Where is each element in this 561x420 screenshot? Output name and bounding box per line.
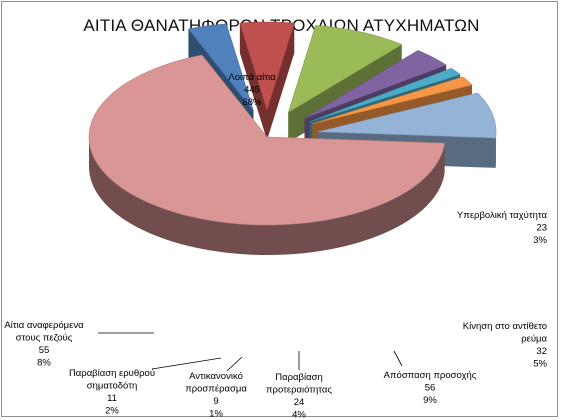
- pie-slice: [88, 54, 445, 256]
- slice-outer-wall: [88, 137, 445, 256]
- slice-top-face: [287, 25, 403, 114]
- slice-top-face: [309, 68, 461, 122]
- leader-line: [226, 356, 243, 372]
- data-label: Υπερβολική ταχύτητα 23 3%: [457, 210, 548, 246]
- data-label: Απόσπαση προσοχής 56 9%: [384, 370, 477, 406]
- data-label: Αίτια αναφερόμενα στους πεζούς 55 8%: [4, 320, 84, 369]
- data-label: Παραβίαση ερυθρού σηματοδότη 11 2%: [69, 368, 155, 417]
- data-label: Παραβίαση προτεραιότητας 24 4%: [266, 372, 332, 418]
- slice-top-face: [317, 92, 497, 139]
- data-label: Λοιπά αίτια 445 68%: [228, 72, 276, 108]
- slice-top-face: [88, 54, 445, 226]
- slice-top-face: [304, 50, 447, 119]
- slice-side-face: [267, 23, 295, 141]
- slice-side-face: [239, 23, 268, 141]
- slice-top-face: [312, 76, 473, 125]
- slice-top-face: [239, 21, 295, 112]
- leader-line: [393, 350, 403, 367]
- slice-top-face: [187, 23, 254, 112]
- pie-slices: [88, 21, 497, 256]
- pie-slice: [239, 21, 295, 141]
- data-label: Κίνηση στο αντίθετο ρεύμα 32 5%: [463, 321, 548, 370]
- leader-lines: [98, 332, 403, 372]
- data-label: Αντικανονικό προσπέρασμα 9 1%: [185, 371, 247, 418]
- leader-line: [151, 357, 222, 370]
- data-labels: Λοιπά αίτια 445 68% Υπερβολική ταχύτητα 23 3%…: [4, 72, 547, 418]
